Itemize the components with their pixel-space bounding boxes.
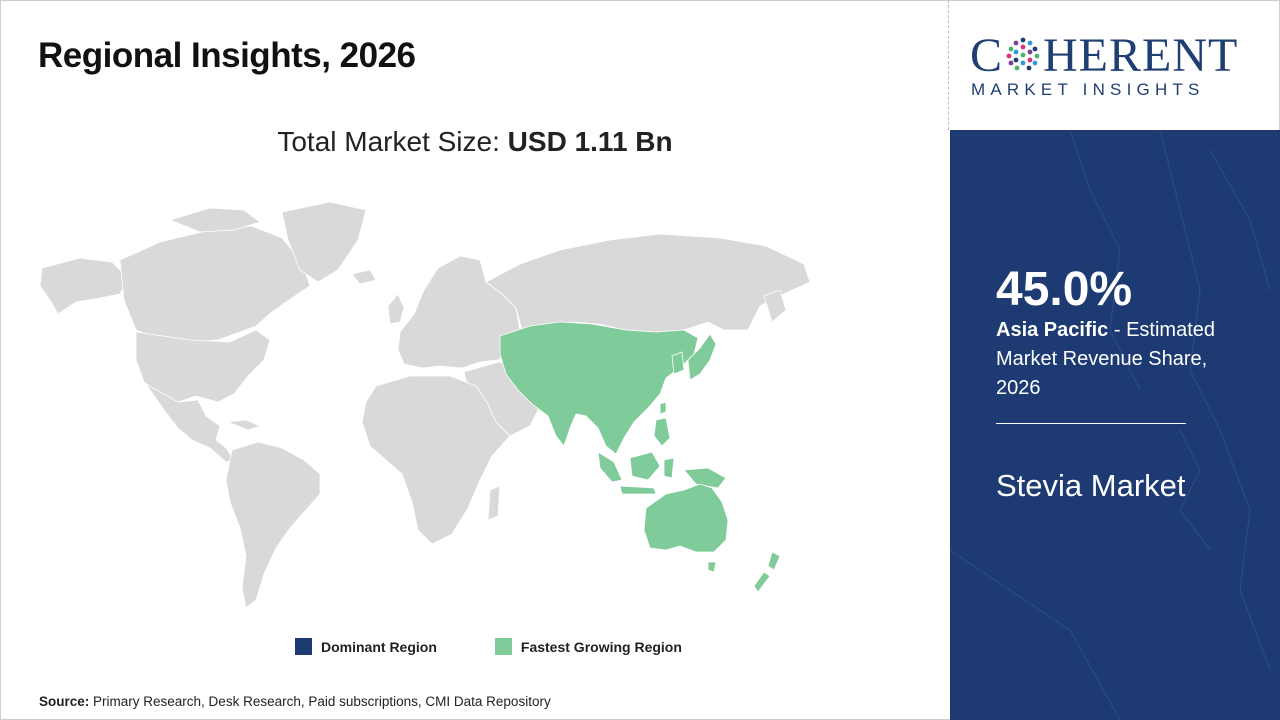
region-russia: [485, 233, 811, 333]
region-kamchatka: [763, 289, 787, 323]
region-south-america: [225, 441, 321, 609]
legend-label-fastest-growing: Fastest Growing Region: [520, 638, 682, 655]
region-mexico: [145, 383, 235, 463]
source-note: Source: Primary Research, Desk Research,…: [39, 694, 551, 709]
map-legend: Dominant Region Fastest Growing Region: [295, 638, 682, 655]
market-name: Stevia Market: [996, 468, 1186, 503]
source-text: Primary Research, Desk Research, Paid su…: [93, 694, 551, 709]
insight-panel: 45.0% Asia Pacific - Estimated Market Re…: [950, 130, 1280, 720]
world-map: [39, 201, 811, 609]
region-australia: [643, 483, 729, 553]
logo-tagline: MARKET INSIGHTS: [971, 80, 1205, 99]
region-tasmania: [707, 561, 717, 573]
header-divider: [948, 0, 950, 130]
logo-globe-icon: [1006, 37, 1040, 71]
region-new-guinea: [683, 467, 727, 489]
region-arctic-islands: [168, 207, 261, 233]
region-borneo: [629, 451, 661, 481]
region-sulawesi: [663, 457, 675, 479]
market-size-label: Total Market Size:: [277, 126, 500, 157]
total-market-size: Total Market Size: USD 1.11 Bn: [0, 126, 950, 158]
legend-item-fastest-growing: Fastest Growing Region: [494, 638, 682, 655]
share-description-text: - Estimated Market Revenue Share, 2026: [996, 319, 1215, 399]
region-japan: [687, 333, 717, 381]
region-africa: [361, 375, 511, 545]
legend-swatch-dominant: [295, 638, 312, 655]
map-land-fastest-growing: [499, 321, 781, 593]
legend-swatch-fastest-growing: [494, 638, 512, 655]
revenue-share-value: 45.0%: [996, 263, 1133, 316]
region-greenland: [281, 201, 367, 283]
region-new-zealand-south: [753, 571, 771, 593]
region-name: Asia Pacific: [996, 319, 1109, 341]
page-title: Regional Insights, 2026: [38, 36, 416, 75]
logo-letter-c: C: [970, 29, 1004, 82]
panel-divider: [996, 423, 1186, 424]
logo-wordmark: C HERENT: [970, 32, 1238, 80]
region-madagascar: [487, 485, 501, 521]
revenue-share-description: Asia Pacific - Estimated Market Revenue …: [996, 316, 1256, 403]
region-asia-pacific-mainland: [499, 321, 699, 455]
legend-item-dominant: Dominant Region: [295, 638, 437, 655]
region-philippines: [653, 417, 671, 447]
region-sumatra: [597, 451, 623, 483]
panel-background-map: [950, 130, 1271, 720]
market-size-value: USD 1.11 Bn: [507, 126, 673, 157]
region-new-zealand: [767, 551, 781, 571]
region-alaska: [39, 257, 129, 315]
source-label: Source:: [39, 694, 90, 709]
map-land-default: [39, 201, 811, 609]
company-logo: C HERENT MARKET IN: [950, 0, 1280, 130]
region-taiwan: [659, 401, 667, 415]
region-java: [619, 485, 657, 495]
region-caribbean: [227, 419, 262, 431]
region-iceland: [351, 269, 377, 285]
legend-label-dominant: Dominant Region: [321, 638, 437, 655]
region-canada: [119, 225, 311, 343]
region-korea: [671, 351, 685, 375]
region-uk: [387, 293, 405, 325]
logo-word-rest: HERENT: [1043, 29, 1239, 82]
